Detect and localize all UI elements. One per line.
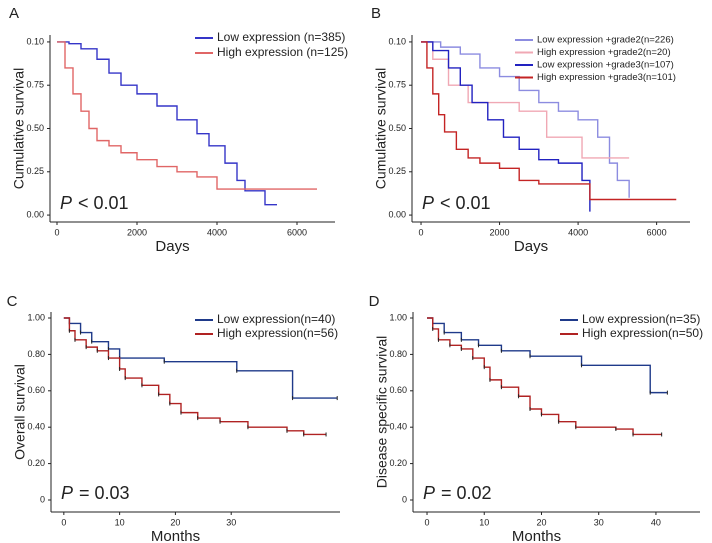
y-tick-label: 0.20 [389,458,407,468]
p-text: < 0.01 [78,193,129,213]
y-tick-label: 0.00 [26,209,44,219]
y-tick-label: 1.00 [389,312,407,322]
p-value: P < 0.01 [422,193,491,213]
survival-curve [57,41,277,206]
panel: B 0.00 0.25 0.50 0.75 0.10 0 2000 4000 6000 Days Cu… [371,5,690,255]
x-tick-label: 10 [479,517,489,527]
y-tick-label: 0.80 [389,349,407,359]
p-value: P = 0.02 [423,483,492,503]
x-tick-label: 20 [536,517,546,527]
y-tick-label: 0.00 [388,209,406,219]
x-axis-label: Months [512,528,561,543]
y-tick-label: 0.50 [388,123,406,133]
y-tick-label: 0.20 [27,458,45,468]
p-text: = 0.02 [441,483,492,503]
y-tick-label: 0.75 [26,80,44,90]
x-axis-label: Days [514,238,548,255]
y-tick-label: 0.60 [27,385,45,395]
legend-label: High expression +grade3(n=101) [537,72,676,83]
x-tick-label: 6000 [647,227,667,237]
x-tick-label: 10 [115,517,125,527]
x-tick-label: 6000 [287,227,307,237]
survival-curve [427,317,668,394]
p-symbol: P [60,193,72,213]
legend-label: High expression(n=56) [217,326,338,340]
legend-label: Low expression +grade3(n=107) [537,60,674,71]
p-symbol: P [422,193,434,213]
y-tick-label: 0.60 [389,385,407,395]
survival-curve [421,41,591,212]
p-symbol: P [61,483,73,503]
x-axis-label: Days [155,238,189,255]
x-tick-label: 20 [170,517,180,527]
x-tick-label: 2000 [490,227,510,237]
legend-label: Low expression (n=385) [217,30,345,44]
x-tick-label: 0 [54,227,59,237]
y-tick-label: 0 [402,494,407,504]
y-tick-label: 0.40 [27,422,45,432]
x-tick-label: 2000 [127,227,147,237]
legend-label: High expression(n=50) [582,326,703,340]
y-tick-label: 0 [40,494,45,504]
y-tick-label: 0.50 [26,123,44,133]
survival-curve [421,41,677,201]
legend-label: Low expression(n=40) [217,312,335,326]
panel: A 0.00 0.25 0.50 0.75 0.10 0 2000 4000 6000 Days Cu… [9,5,348,255]
survival-curve [63,317,327,436]
legend-label: High expression (n=125) [217,45,348,59]
y-tick-label: 0.40 [389,422,407,432]
survival-curve [57,41,317,190]
y-tick-label: 0.10 [26,36,44,46]
y-tick-label: 1.00 [27,312,45,322]
p-text: < 0.01 [440,193,491,213]
y-axis-label: Cumulative survival [373,68,389,189]
y-axis-label: Cumulative survival [11,68,27,189]
x-tick-label: 40 [651,517,661,527]
y-tick-label: 0.80 [27,349,45,359]
panel: C 0 0.20 0.40 0.60 0.80 1.00 0 10 20 30 Months Overa… [7,293,340,543]
legend-label: Low expression +grade2(n=226) [537,35,674,46]
panel-letter: C [7,293,18,310]
legend-label: Low expression(n=35) [582,312,700,326]
x-tick-label: 4000 [207,227,227,237]
y-axis-label: Overall survival [12,364,28,460]
x-axis-label: Months [151,528,200,543]
y-tick-label: 0.75 [388,80,406,90]
legend-label: High expression +grade2(n=20) [537,47,671,58]
x-tick-label: 0 [425,517,430,527]
x-tick-label: 0 [61,517,66,527]
panel-letter: D [369,293,380,310]
x-tick-label: 0 [419,227,424,237]
y-axis-label: Disease specific survival [374,336,390,489]
p-value: P = 0.03 [61,483,130,503]
panel-letter: B [371,5,381,22]
y-tick-label: 0.25 [388,166,406,176]
p-text: = 0.03 [79,483,130,503]
p-value: P < 0.01 [60,193,129,213]
panel-letter: A [9,5,19,22]
p-symbol: P [423,483,435,503]
survival-curve [63,317,338,399]
y-tick-label: 0.25 [26,166,44,176]
x-tick-label: 30 [594,517,604,527]
survival-curve [421,41,630,198]
x-tick-label: 4000 [568,227,588,237]
panel: D 0 0.20 0.40 0.60 0.80 1.00 0 10 20 30 40 Months Dis… [369,293,704,543]
y-tick-label: 0.10 [388,36,406,46]
survival-curve [421,41,630,159]
x-tick-label: 30 [226,517,236,527]
